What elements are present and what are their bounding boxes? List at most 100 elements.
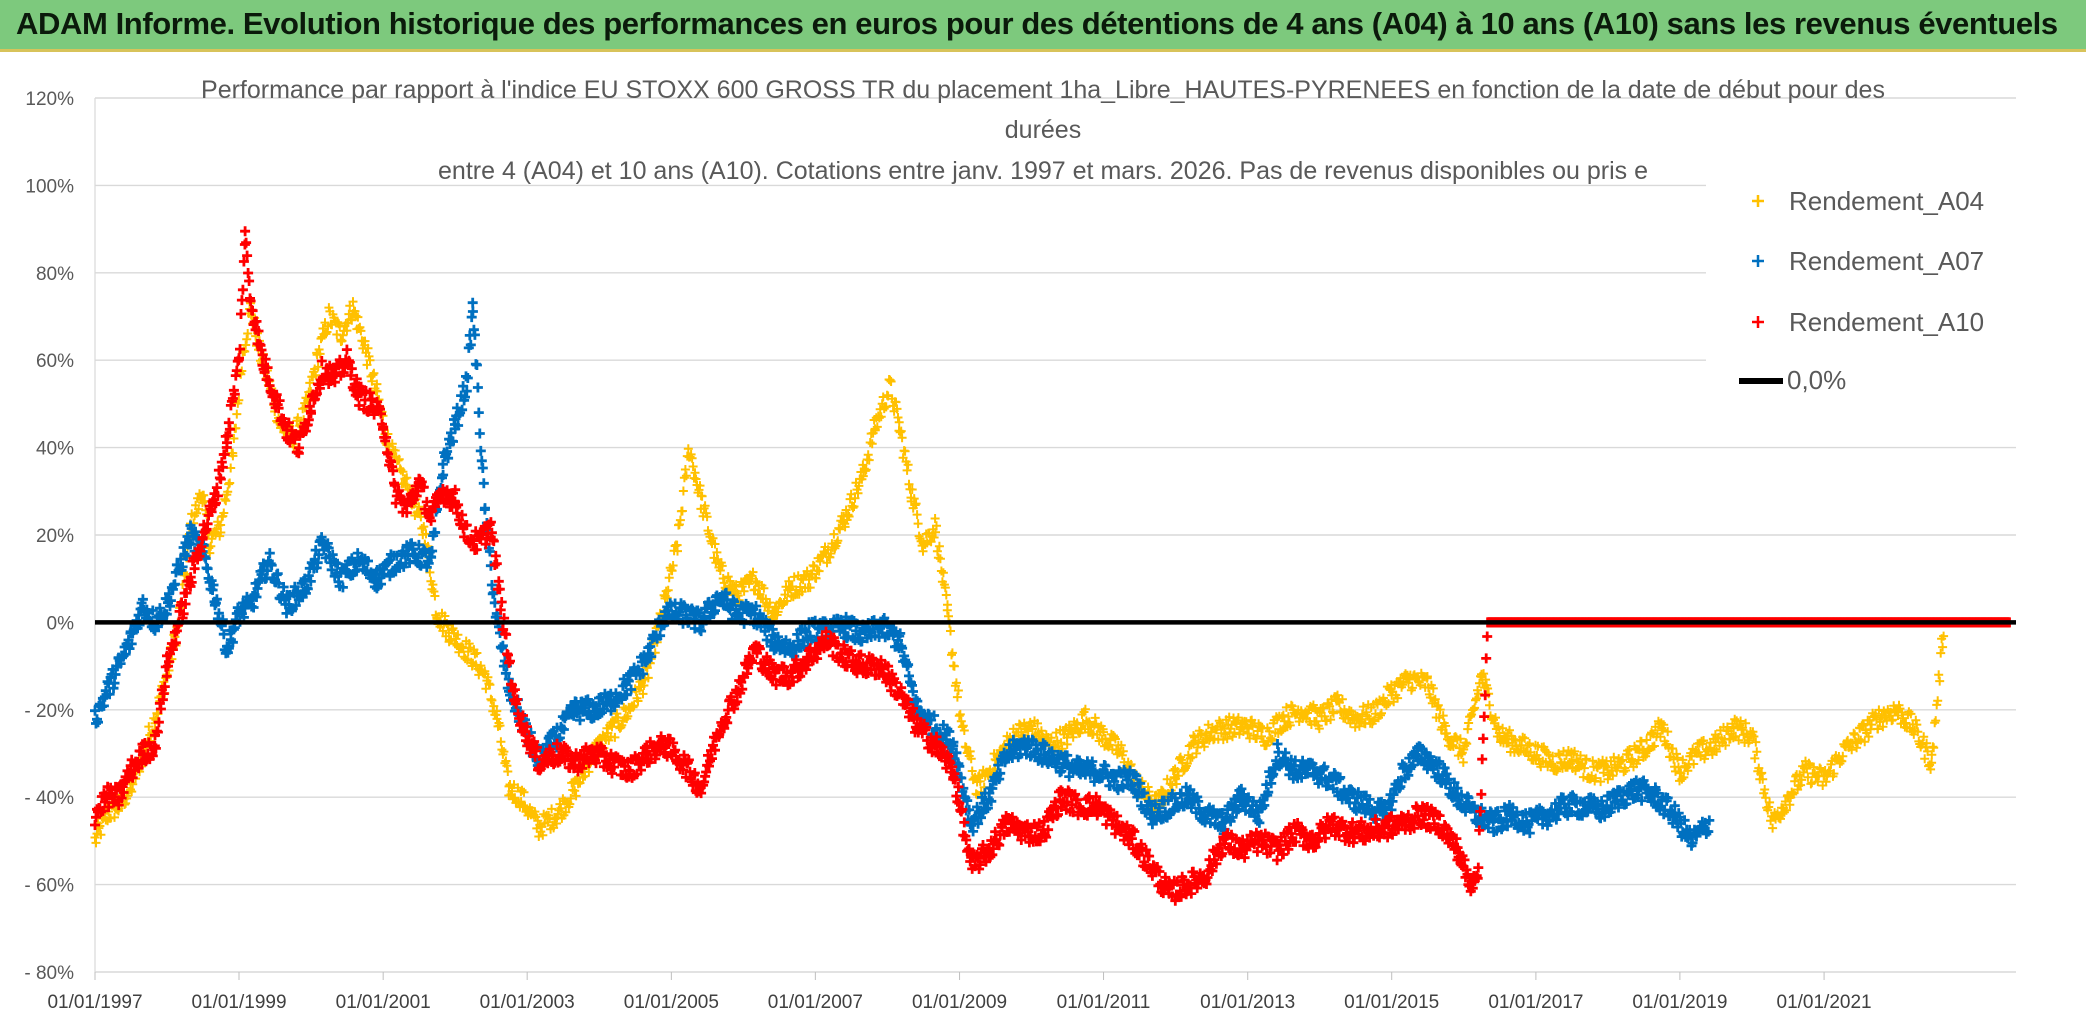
data-point [229, 434, 239, 443]
data-point [643, 673, 653, 683]
x-tick-label: 01/01/2007 [768, 992, 863, 1013]
data-point [717, 561, 727, 571]
data-point [472, 382, 483, 393]
data-point [629, 701, 639, 711]
data-point [440, 611, 450, 621]
data-point [907, 485, 917, 494]
x-tick-label: 01/01/2021 [1777, 992, 1872, 1013]
data-point [365, 355, 375, 365]
data-point [708, 533, 718, 543]
data-point [892, 404, 902, 414]
data-point [1935, 676, 1945, 686]
data-point [1169, 772, 1179, 782]
data-point [1033, 718, 1042, 728]
data-point [474, 428, 485, 439]
y-tick-label: 100% [25, 176, 74, 197]
data-point [91, 838, 101, 848]
data-point [1752, 747, 1762, 757]
data-point [1931, 716, 1941, 726]
data-point [477, 463, 488, 473]
data-point [402, 473, 412, 483]
data-point [930, 514, 940, 523]
x-tick-label: 01/01/2009 [912, 992, 1007, 1013]
data-point [833, 536, 843, 546]
data-point [841, 505, 851, 515]
data-point [228, 451, 238, 461]
data-point [360, 336, 370, 346]
data-point [471, 360, 482, 370]
data-point [293, 413, 303, 423]
data-point [710, 539, 720, 549]
data-point [744, 579, 754, 589]
data-point [394, 454, 404, 464]
data-point [911, 499, 921, 509]
data-point [236, 295, 247, 306]
data-point [822, 558, 832, 568]
data-point [886, 377, 896, 386]
data-point [697, 491, 707, 501]
x-tick-label: 01/01/2017 [1488, 992, 1583, 1013]
data-point [264, 548, 275, 559]
data-point [1118, 746, 1128, 756]
data-point [903, 460, 913, 470]
data-point [419, 522, 429, 532]
data-point [668, 561, 678, 570]
data-point [461, 371, 471, 382]
data-point [947, 648, 957, 658]
data-point [421, 529, 431, 539]
x-tick-label: 01/01/1997 [47, 992, 142, 1013]
data-point [811, 573, 821, 583]
data-point [571, 791, 581, 801]
data-point [872, 422, 882, 432]
data-point [864, 455, 874, 465]
data-point [943, 600, 952, 610]
data-point [499, 747, 509, 757]
data-point [538, 830, 548, 840]
data-point [353, 312, 363, 322]
data-point [1230, 728, 1239, 738]
data-point [900, 446, 910, 456]
data-point [496, 597, 507, 607]
x-tick-label: 01/01/2001 [336, 992, 431, 1013]
data-point [938, 568, 948, 578]
data-point [664, 573, 674, 583]
data-point [913, 519, 923, 529]
data-point [244, 276, 255, 286]
data-point [688, 462, 698, 471]
data-point [805, 583, 815, 593]
data-point [814, 566, 824, 576]
data-point [243, 329, 253, 338]
data-point [936, 566, 946, 576]
data-point [967, 766, 977, 776]
data-point [237, 284, 248, 295]
data-point [241, 237, 252, 248]
data-point [1046, 733, 1056, 743]
x-tick-label: 01/01/2011 [1057, 992, 1151, 1013]
data-point [893, 413, 903, 422]
data-point [1099, 727, 1108, 737]
data-point [932, 521, 941, 531]
data-point [348, 297, 358, 307]
data-point [675, 515, 685, 525]
data-point [1472, 694, 1481, 703]
data-point [966, 754, 976, 764]
data-point [472, 648, 482, 658]
data-point [1084, 717, 1094, 727]
data-point [949, 661, 959, 671]
data-point [953, 686, 963, 695]
data-point [469, 329, 480, 340]
data-point [575, 778, 585, 788]
data-point [1110, 734, 1120, 744]
data-point [1062, 739, 1072, 749]
data-point [894, 417, 904, 427]
data-point [473, 407, 484, 418]
banner-title: ADAM Informe. Evolution historique des p… [16, 6, 2058, 41]
y-tick-label: 120% [25, 89, 74, 110]
y-axis-ticks: - 80%- 60%- 40%- 20%0%20%40%60%80%100%12… [24, 89, 74, 984]
data-point [356, 326, 366, 336]
data-point [1233, 713, 1243, 723]
data-point [681, 471, 691, 481]
data-point [677, 506, 687, 516]
y-tick-label: - 80% [24, 963, 74, 984]
data-point [874, 413, 884, 423]
